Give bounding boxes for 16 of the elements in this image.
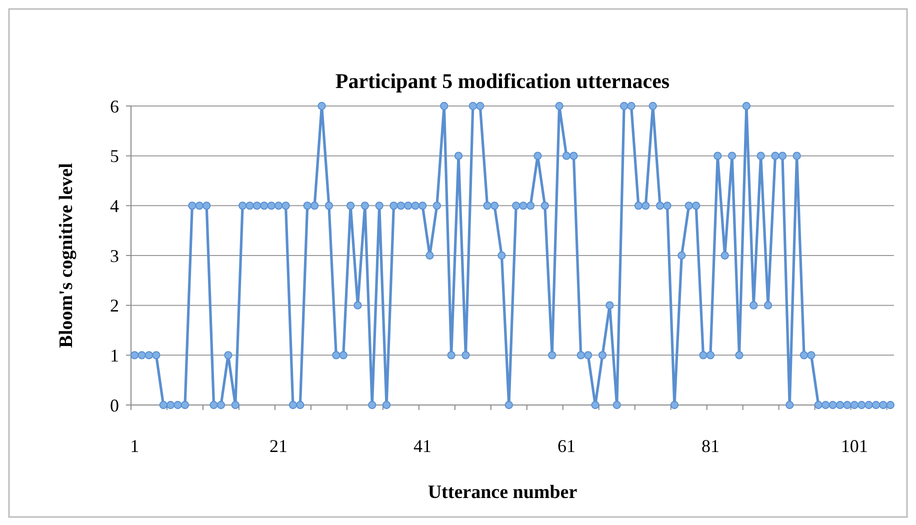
x-tick-label: 61: [557, 436, 576, 456]
chart-title: Participant 5 modification utternaces: [335, 69, 670, 93]
x-tick-label: 41: [414, 436, 432, 456]
y-tick-label: 0: [110, 395, 119, 416]
y-tick-label: 5: [110, 146, 119, 166]
x-tick-label: 101: [840, 436, 868, 456]
y-tick-label: 3: [110, 246, 119, 266]
y-axis-title: Bloom's cognitive level: [56, 163, 77, 348]
y-tick-label: 6: [110, 96, 119, 116]
x-axis-title: Utterance number: [428, 482, 578, 503]
y-tick-label: 1: [110, 345, 119, 366]
x-tick-label: 81: [701, 436, 720, 456]
x-tick-label: 21: [270, 436, 288, 456]
x-tick-label: 1: [130, 436, 140, 456]
y-tick-label: 2: [110, 296, 119, 316]
y-tick-label: 4: [110, 196, 119, 216]
